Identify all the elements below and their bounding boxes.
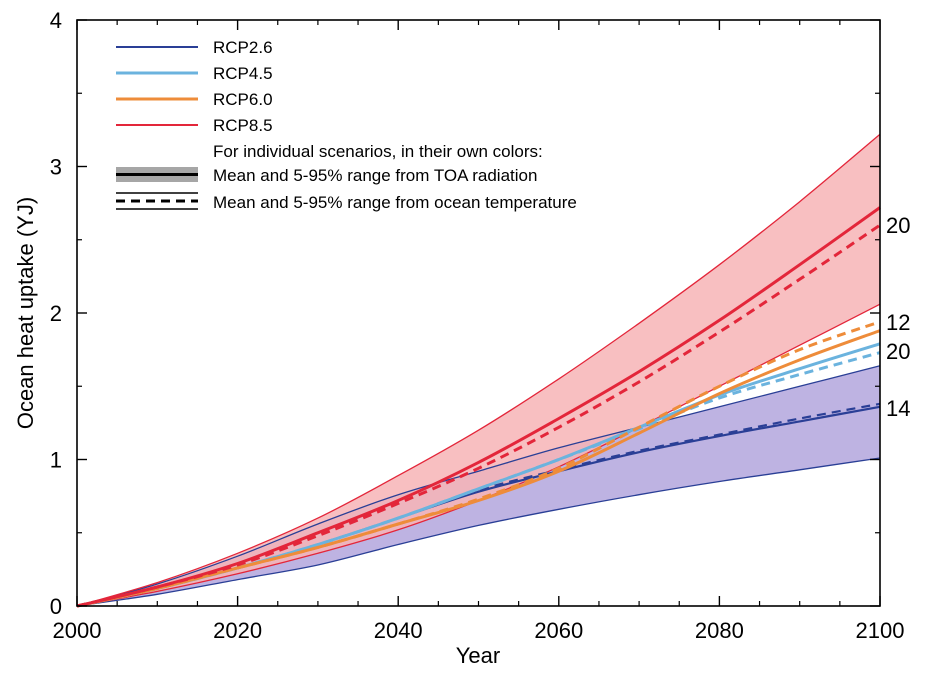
legend-label-rcp26: RCP2.6	[213, 38, 273, 57]
x-tick-label-2020: 2020	[213, 618, 262, 643]
count-label-rcp60: 12	[886, 310, 910, 335]
legend-label-rcp45: RCP4.5	[213, 64, 273, 83]
band-edge-high-rcp26	[76, 365, 881, 607]
y-tick-label-4: 4	[50, 8, 62, 33]
y-axis-title: Ocean heat uptake (YJ)	[13, 197, 38, 429]
band-edge-low-rcp26	[76, 457, 881, 607]
x-tick-label-2080: 2080	[695, 618, 744, 643]
legend-label-rcp85: RCP8.5	[213, 116, 273, 135]
legend: RCP2.6 RCP4.5 RCP6.0 RCP8.5 For individu…	[116, 38, 577, 212]
y-tick-label-0: 0	[50, 594, 62, 619]
y-tick-label-2: 2	[50, 301, 62, 326]
plot-area	[76, 133, 881, 608]
count-label-rcp45: 20	[886, 339, 910, 364]
legend-label-toa: Mean and 5-95% range from TOA radiation	[213, 166, 537, 185]
x-tick-label-2000: 2000	[53, 618, 102, 643]
line-ocean-mean-rcp85	[76, 223, 881, 608]
line-ocean-mean-rcp60	[76, 320, 881, 608]
band-edge-high-rcp85	[76, 133, 881, 607]
x-axis-title: Year	[456, 643, 500, 668]
legend-label-rcp60: RCP6.0	[213, 90, 273, 109]
axis-ticks: 2000 2020 2040 2060 2080 2100 0 1 2 3 4	[50, 8, 905, 643]
count-label-rcp85: 20	[886, 213, 910, 238]
x-tick-label-2060: 2060	[534, 618, 583, 643]
legend-note: For individual scenarios, in their own c…	[213, 142, 543, 161]
y-tick-label-1: 1	[50, 448, 62, 473]
legend-label-ocean: Mean and 5-95% range from ocean temperat…	[213, 193, 577, 212]
band-rcp85	[77, 134, 880, 607]
count-label-rcp26: 14	[886, 396, 910, 421]
y-tick-label-3: 3	[50, 155, 62, 180]
x-tick-label-2100: 2100	[856, 618, 905, 643]
x-tick-label-2040: 2040	[374, 618, 423, 643]
